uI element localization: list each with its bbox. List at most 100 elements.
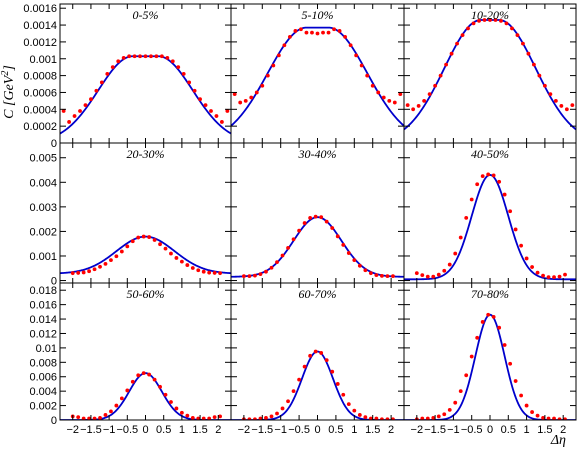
data-point: [275, 411, 279, 416]
data-point: [508, 209, 513, 214]
panel-frame: [403, 3, 577, 144]
data-point: [493, 18, 498, 22]
x-tick-label: −1: [274, 424, 287, 436]
data-point: [313, 349, 318, 354]
data-point: [449, 51, 454, 56]
data-point: [119, 396, 124, 401]
y-tick-label: 0: [51, 276, 57, 288]
y-tick-label: 0: [51, 138, 57, 150]
data-point: [179, 259, 184, 264]
data-point: [286, 245, 290, 250]
data-point: [315, 31, 320, 36]
data-point: [271, 63, 276, 68]
data-point: [535, 413, 540, 418]
x-tick-label: −0.5: [116, 424, 138, 436]
data-point: [563, 417, 567, 420]
panel-frame: [59, 282, 232, 421]
data-point: [209, 109, 213, 113]
x-tick-label: 2: [388, 424, 394, 436]
data-point: [132, 54, 137, 59]
data-point: [321, 30, 325, 35]
panel-label: 30-40%: [298, 147, 337, 161]
data-point: [232, 92, 237, 97]
y-axis-title-main: C [GeV: [2, 74, 17, 119]
data-point: [464, 216, 469, 220]
data-point: [169, 251, 173, 256]
data-point: [141, 234, 146, 239]
data-point: [458, 235, 463, 240]
data-point: [486, 312, 491, 317]
data-point: [98, 415, 102, 420]
data-point: [110, 65, 115, 70]
data-point: [357, 413, 362, 417]
data-point: [519, 393, 524, 398]
data-point: [109, 409, 113, 414]
data-point: [391, 417, 395, 420]
panel-40-50%: 40-50%: [403, 142, 577, 284]
data-point: [170, 59, 175, 64]
data-point: [174, 256, 179, 260]
data-point: [198, 97, 202, 102]
data-point: [258, 416, 263, 420]
y-tick-label: 0.0008: [23, 71, 57, 83]
data-point: [253, 273, 257, 278]
data-point: [103, 413, 108, 417]
data-point: [293, 29, 298, 33]
data-point: [291, 237, 296, 242]
data-point: [335, 382, 340, 386]
y-tick-label: 0.005: [29, 153, 57, 165]
panel-label: 5-10%: [302, 8, 334, 22]
y-tick-label: 0.004: [29, 177, 57, 189]
x-tick-label: −1: [103, 424, 116, 436]
data-point: [163, 392, 168, 397]
data-point: [475, 182, 480, 187]
data-point: [548, 92, 553, 97]
data-point: [225, 109, 230, 113]
data-point: [530, 410, 534, 414]
y-tick-label: 0.001: [29, 251, 57, 263]
data-point: [260, 83, 265, 88]
data-point: [480, 320, 485, 324]
data-point: [381, 95, 386, 100]
data-point: [179, 410, 184, 415]
data-point: [241, 274, 246, 279]
y-tick-label: 0.004: [29, 386, 57, 398]
panel-label: 10-20%: [471, 8, 509, 22]
data-point: [341, 392, 346, 397]
data-point: [530, 265, 534, 269]
y-tick-label: 0.0006: [23, 87, 57, 99]
data-point: [513, 227, 518, 232]
data-point: [207, 416, 212, 420]
data-point: [455, 41, 459, 46]
data-point: [94, 88, 99, 93]
data-point: [471, 21, 476, 26]
y-axis-title: C [GeV2]: [0, 65, 17, 119]
x-tick-label: 0: [487, 424, 493, 436]
data-point: [488, 18, 492, 22]
model-curve: [60, 55, 231, 135]
data-point: [405, 103, 410, 107]
data-point: [275, 260, 279, 265]
data-point: [280, 406, 285, 411]
y-tick-label: 0.006: [29, 372, 57, 384]
data-point: [391, 274, 395, 279]
data-point: [442, 412, 447, 417]
data-point: [453, 251, 458, 256]
x-tick-label: 1.5: [365, 424, 380, 436]
data-point: [332, 27, 336, 32]
data-point: [76, 415, 81, 420]
data-point: [458, 389, 463, 394]
panel-label: 50-60%: [127, 287, 165, 301]
panel-50-60%: 0 0.002 0.004 0.006 0.008 0.01 0.012 0.014 0.016…: [29, 282, 232, 436]
data-point: [190, 415, 195, 420]
x-tick-label: 1: [351, 424, 357, 436]
data-point: [442, 268, 447, 273]
data-point: [291, 389, 296, 394]
data-point: [130, 239, 135, 244]
model-curve: [60, 372, 231, 420]
data-point: [158, 384, 162, 389]
data-point: [453, 400, 458, 405]
data-point: [524, 403, 529, 408]
data-point: [238, 100, 243, 105]
data-point: [552, 416, 556, 420]
